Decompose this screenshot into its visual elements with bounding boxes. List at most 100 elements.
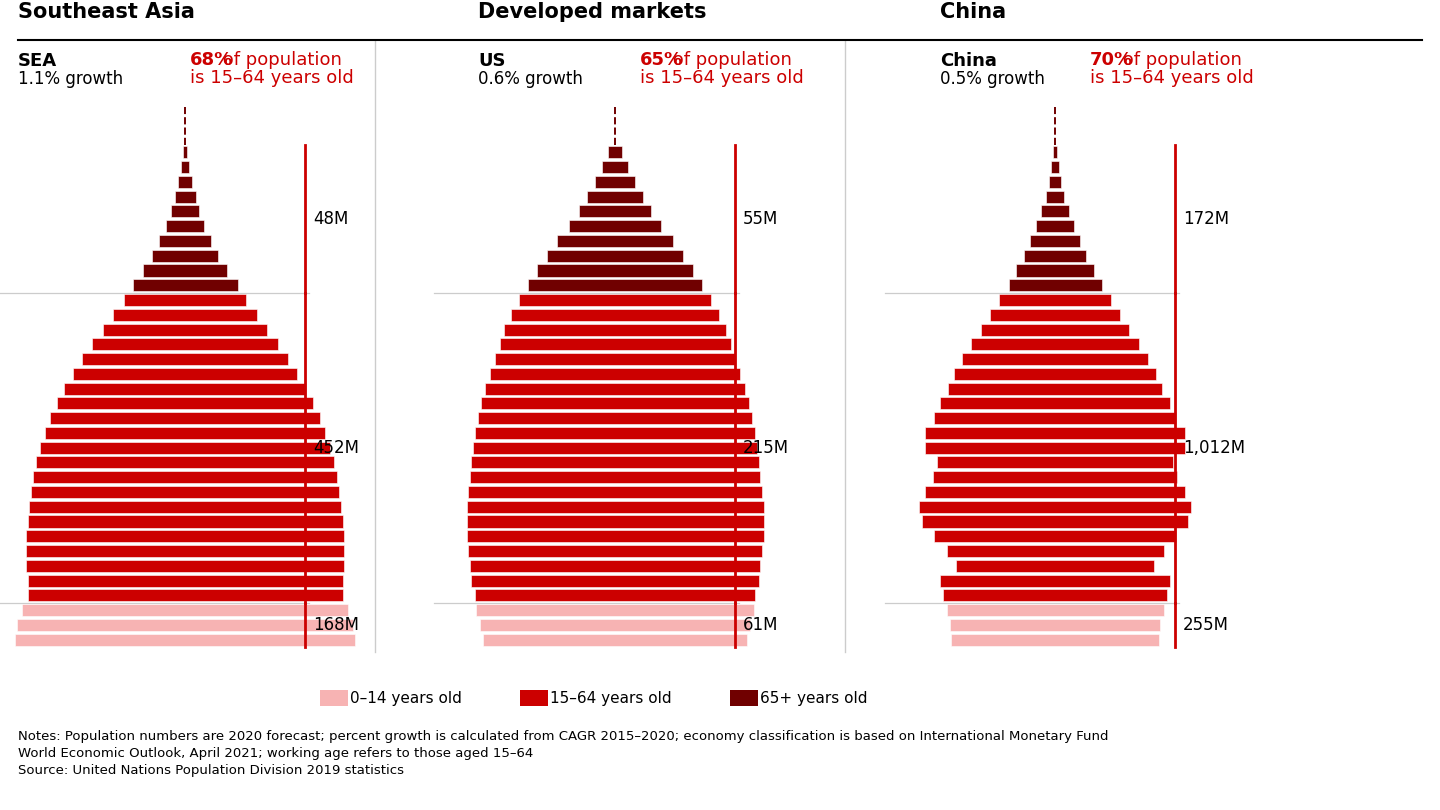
Bar xyxy=(475,427,755,439)
Text: Notes: Population numbers are 2020 forecast; percent growth is calculated from C: Notes: Population numbers are 2020 forec… xyxy=(17,730,1109,777)
Text: 55M: 55M xyxy=(743,210,779,228)
Text: 65%: 65% xyxy=(639,51,683,69)
Bar xyxy=(65,382,305,394)
Bar xyxy=(478,412,752,424)
Bar xyxy=(537,264,693,276)
Text: 70%: 70% xyxy=(1090,51,1133,69)
Bar xyxy=(471,574,759,586)
Bar xyxy=(22,604,347,616)
Text: of population: of population xyxy=(667,51,792,69)
Bar xyxy=(17,619,353,631)
Text: 0.6% growth: 0.6% growth xyxy=(478,70,583,88)
Bar xyxy=(608,147,622,159)
Bar xyxy=(1041,206,1068,218)
Bar xyxy=(58,398,312,409)
Bar xyxy=(527,279,703,292)
Text: SEA: SEA xyxy=(17,52,58,70)
Text: is 15–64 years old: is 15–64 years old xyxy=(1090,69,1254,87)
Bar xyxy=(151,249,219,262)
Bar xyxy=(26,531,344,543)
Bar xyxy=(33,471,337,484)
Text: 215M: 215M xyxy=(743,439,789,457)
Bar xyxy=(469,471,760,484)
Bar xyxy=(500,339,730,351)
Bar xyxy=(180,161,190,173)
Bar xyxy=(482,633,747,646)
Bar xyxy=(92,339,278,351)
Bar xyxy=(469,560,760,572)
Bar xyxy=(166,220,204,232)
Bar xyxy=(174,190,196,202)
Bar xyxy=(171,206,199,218)
Bar xyxy=(933,471,1178,484)
Bar xyxy=(27,515,343,527)
Bar xyxy=(26,545,344,557)
Bar xyxy=(602,161,628,173)
Bar xyxy=(27,589,343,601)
Text: 48M: 48M xyxy=(312,210,348,228)
Bar xyxy=(481,398,749,409)
Bar xyxy=(36,456,334,468)
Bar xyxy=(16,633,354,646)
Bar xyxy=(468,486,762,498)
Bar xyxy=(569,220,661,232)
Text: Southeast Asia: Southeast Asia xyxy=(17,2,194,22)
Text: 255M: 255M xyxy=(1184,616,1228,634)
Text: 168M: 168M xyxy=(312,616,359,634)
Bar xyxy=(27,574,343,586)
Bar xyxy=(937,456,1172,468)
Text: Developed markets: Developed markets xyxy=(478,2,707,22)
Text: 61M: 61M xyxy=(743,616,779,634)
Bar xyxy=(547,249,683,262)
Bar xyxy=(32,486,338,498)
Bar xyxy=(40,441,330,454)
Bar xyxy=(989,309,1120,321)
Bar xyxy=(73,368,297,380)
Bar xyxy=(924,441,1185,454)
Bar xyxy=(1051,161,1058,173)
Bar xyxy=(477,604,753,616)
Text: of population: of population xyxy=(217,51,341,69)
Bar xyxy=(45,427,325,439)
Text: is 15–64 years old: is 15–64 years old xyxy=(639,69,804,87)
Bar xyxy=(940,574,1169,586)
Bar xyxy=(520,690,549,706)
Bar xyxy=(50,412,320,424)
Bar xyxy=(924,486,1185,498)
Text: 0.5% growth: 0.5% growth xyxy=(940,70,1045,88)
Text: 1.1% growth: 1.1% growth xyxy=(17,70,124,88)
Bar xyxy=(124,294,246,306)
Bar xyxy=(82,353,288,365)
Bar xyxy=(924,427,1185,439)
Bar xyxy=(520,294,711,306)
Bar xyxy=(956,560,1155,572)
Text: of population: of population xyxy=(1117,51,1241,69)
Bar xyxy=(179,176,192,188)
Bar xyxy=(490,368,740,380)
Bar xyxy=(504,323,726,335)
Bar xyxy=(320,690,348,706)
Bar xyxy=(114,309,256,321)
Bar xyxy=(940,398,1169,409)
Text: 0–14 years old: 0–14 years old xyxy=(350,690,462,706)
Bar xyxy=(579,206,651,218)
Bar xyxy=(962,353,1148,365)
Text: 1,012M: 1,012M xyxy=(1184,439,1246,457)
Text: 172M: 172M xyxy=(1184,210,1230,228)
Bar xyxy=(26,560,344,572)
Bar xyxy=(999,294,1110,306)
Bar xyxy=(467,501,763,513)
Bar xyxy=(730,690,757,706)
Bar xyxy=(1017,264,1094,276)
Bar xyxy=(1024,249,1086,262)
Bar xyxy=(919,501,1191,513)
Bar xyxy=(143,264,228,276)
Text: China: China xyxy=(940,2,1007,22)
Bar xyxy=(29,501,341,513)
Bar xyxy=(952,633,1159,646)
Bar xyxy=(1054,147,1057,159)
Text: is 15–64 years old: is 15–64 years old xyxy=(190,69,354,87)
Bar xyxy=(955,368,1156,380)
Bar xyxy=(948,382,1162,394)
Bar xyxy=(943,589,1166,601)
